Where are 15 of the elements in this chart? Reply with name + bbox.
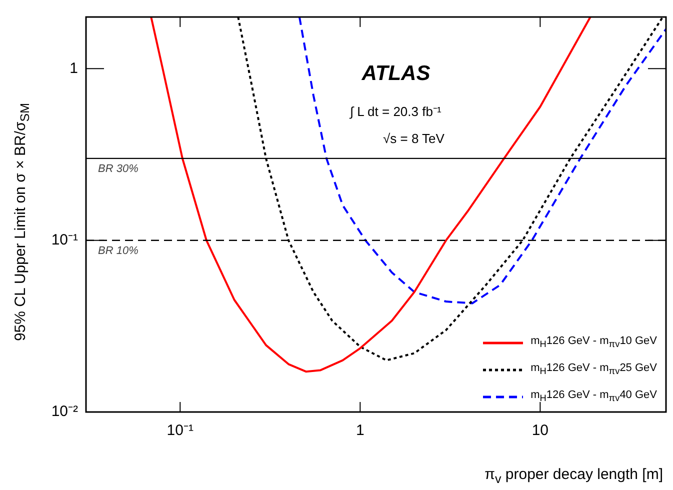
y-tick-label: 10⁻²: [51, 403, 78, 420]
annotation: ATLAS: [362, 62, 430, 86]
x-tick-label: 1: [356, 422, 364, 440]
y-tick-label: 10⁻¹: [51, 231, 78, 248]
annotation: ∫ L dt = 20.3 fb⁻¹: [350, 103, 442, 120]
y-tick-label: 1: [70, 60, 78, 77]
x-tick-label: 10: [532, 422, 549, 440]
legend-label: m$_{H}$126 GeV - m$_{πv}$10 GeV: [530, 335, 657, 350]
legend-label: m$_{H}$126 GeV - m$_{πv}$40 GeV: [530, 389, 657, 404]
ref-line-label: BR 30%: [98, 162, 139, 175]
x-axis-title: π$_{v}$ proper decay length [m]: [484, 466, 663, 486]
ref-line-label: BR 10%: [98, 244, 139, 257]
x-tick-label: 10⁻¹: [166, 422, 194, 440]
legend-label: m$_{H}$126 GeV - m$_{πv}$25 GeV: [530, 362, 657, 377]
annotation: √s = 8 TeV: [383, 131, 444, 146]
